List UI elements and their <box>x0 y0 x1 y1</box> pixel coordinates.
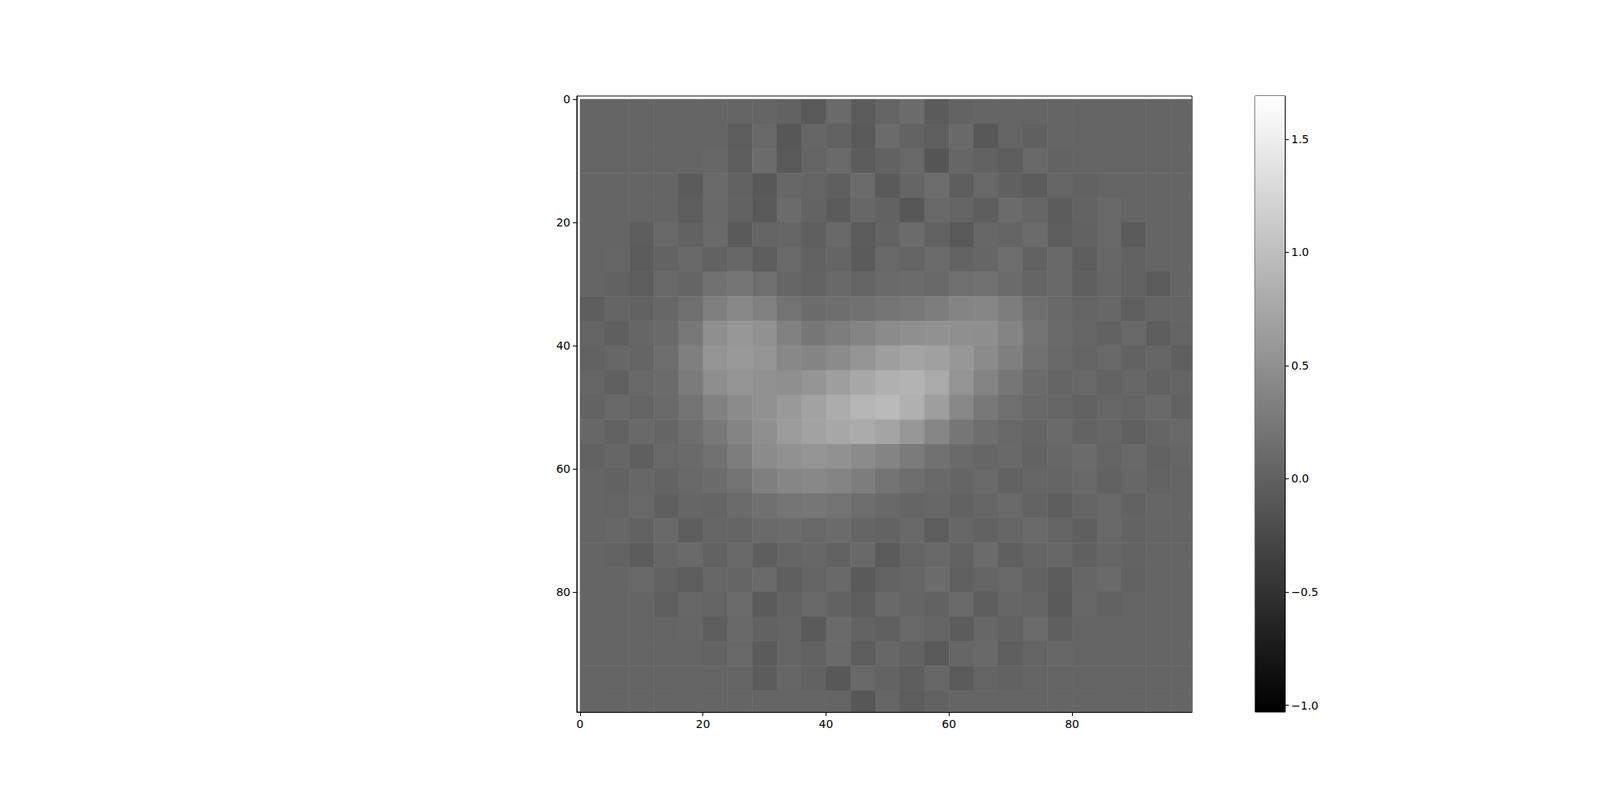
svg-text:1.0: 1.0 <box>1291 245 1309 259</box>
svg-text:−1.0: −1.0 <box>1291 699 1319 712</box>
svg-text:0: 0 <box>576 717 584 731</box>
svg-text:0.5: 0.5 <box>1291 359 1309 372</box>
svg-text:60: 60 <box>556 462 571 476</box>
svg-text:0.0: 0.0 <box>1291 472 1309 485</box>
svg-text:0: 0 <box>563 92 571 106</box>
svg-text:60: 60 <box>941 717 956 731</box>
svg-text:40: 40 <box>819 717 834 731</box>
svg-text:−0.5: −0.5 <box>1291 585 1319 599</box>
svg-text:1.5: 1.5 <box>1291 132 1309 146</box>
svg-text:20: 20 <box>696 717 711 731</box>
svg-text:80: 80 <box>556 585 571 599</box>
svg-text:20: 20 <box>556 216 571 229</box>
svg-text:40: 40 <box>556 339 571 352</box>
svg-text:80: 80 <box>1064 717 1080 731</box>
